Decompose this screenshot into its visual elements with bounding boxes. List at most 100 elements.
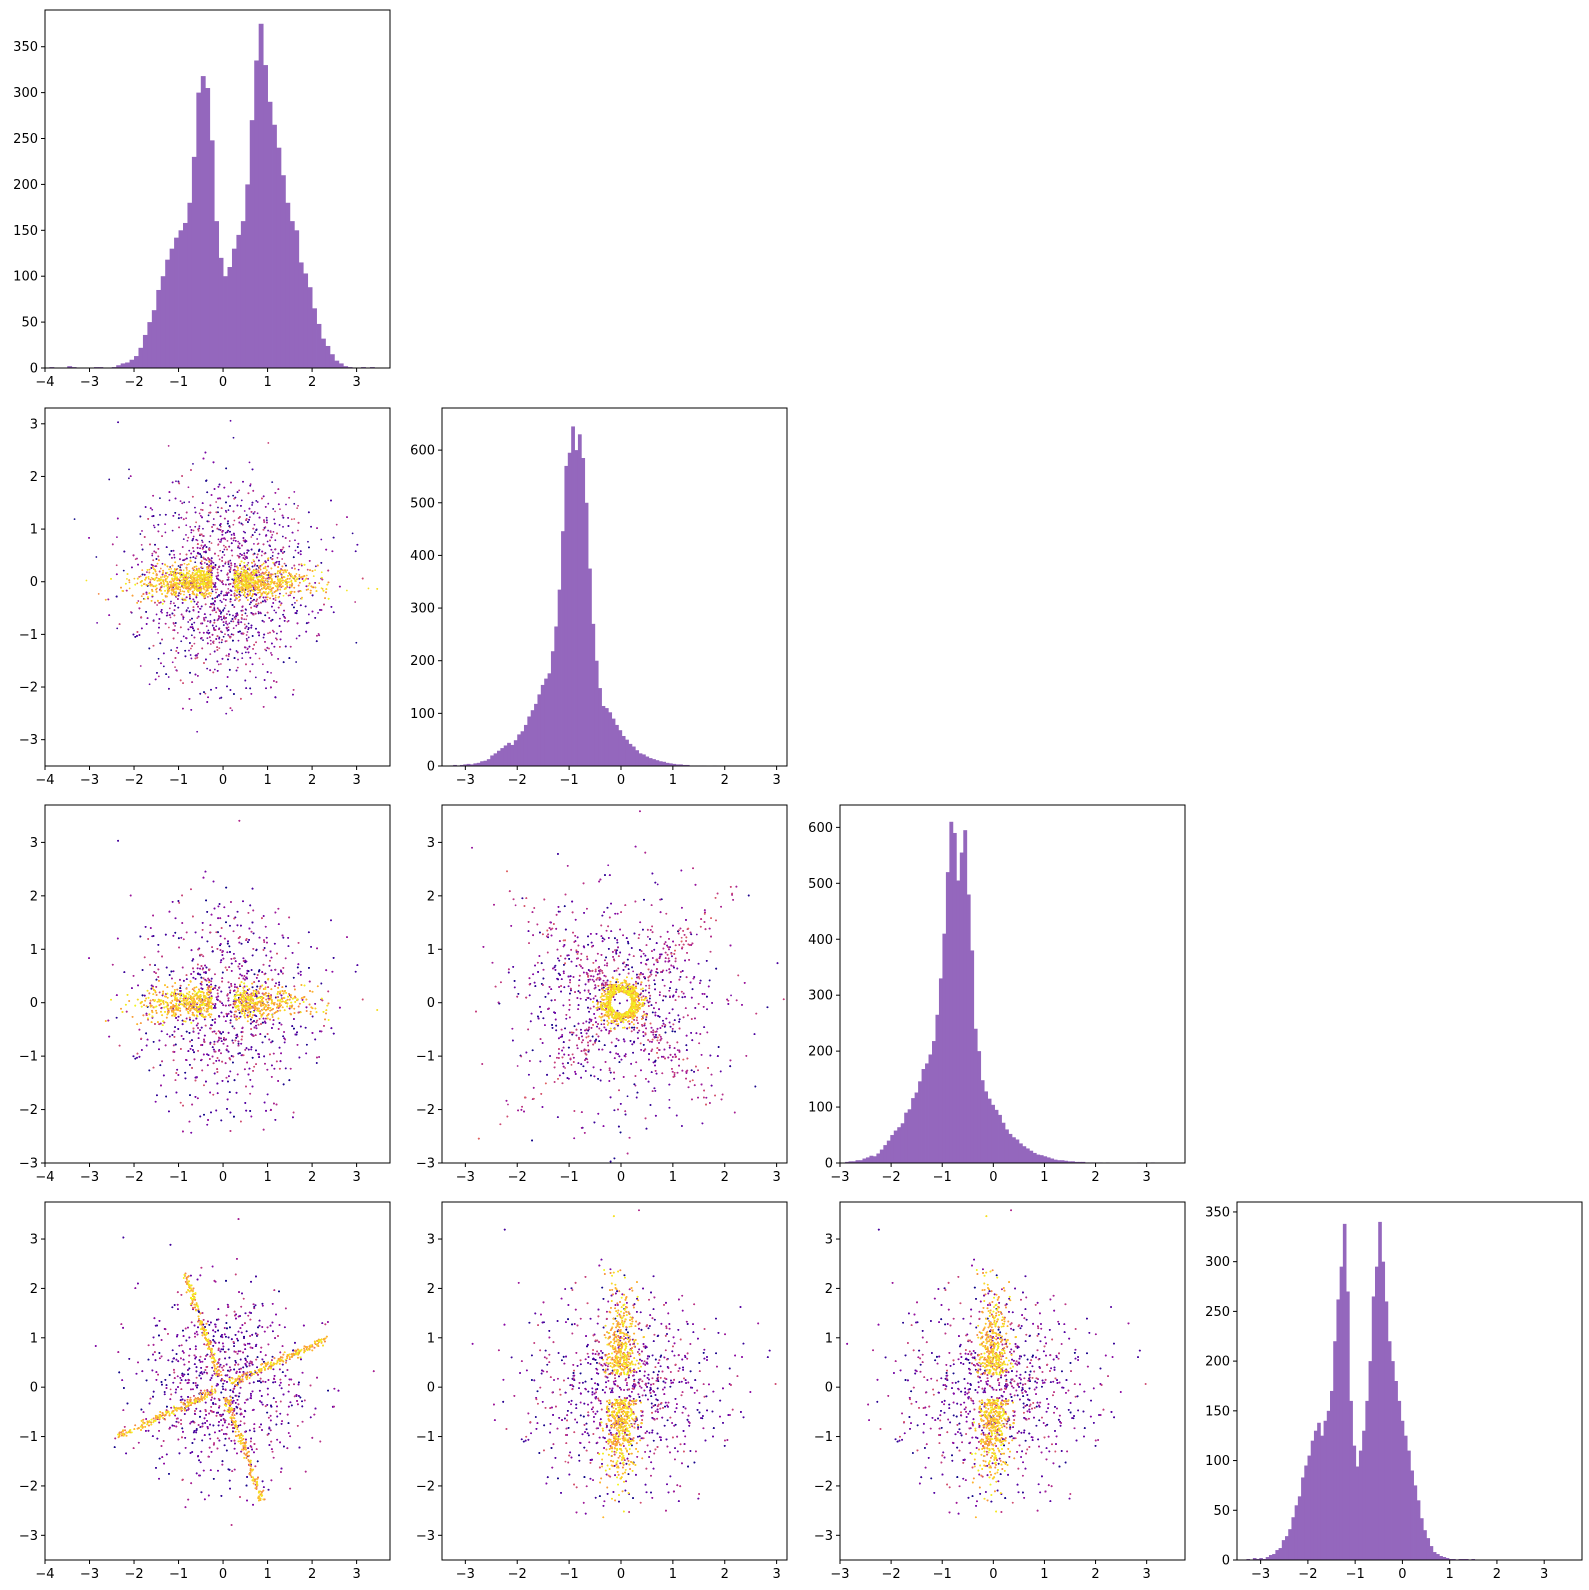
scatter-point: [277, 566, 280, 568]
scatter-point: [185, 511, 188, 514]
scatter-point: [203, 550, 206, 553]
scatter-point: [228, 545, 231, 548]
histogram-bar: [611, 718, 616, 766]
histogram-bar: [513, 740, 518, 766]
histogram-bar: [312, 308, 317, 368]
scatter-point: [205, 546, 208, 548]
scatter-point: [261, 600, 264, 603]
scatter-point: [159, 642, 162, 645]
histogram-bar: [879, 1149, 884, 1163]
scatter-point: [185, 534, 187, 536]
scatter-point: [220, 696, 223, 699]
scatter-point: [190, 708, 193, 711]
scatter-point: [321, 578, 324, 581]
scatter-point: [224, 531, 227, 534]
scatter-point: [210, 688, 212, 691]
scatter-point: [131, 594, 134, 597]
scatter-point: [232, 614, 234, 617]
scatter-point: [280, 630, 282, 633]
scatter-point: [253, 523, 256, 526]
scatter-point: [171, 529, 174, 532]
scatter-point: [270, 642, 273, 645]
scatter-point: [317, 612, 319, 614]
scatter-point: [206, 565, 209, 568]
scatter-point: [238, 590, 241, 593]
scatter-point: [281, 548, 284, 551]
scatter-point: [97, 593, 100, 595]
scatter-point: [265, 516, 268, 519]
scatter-point: [130, 611, 132, 613]
scatter-point: [227, 626, 230, 629]
histogram-bar: [294, 230, 300, 368]
histogram-bar: [178, 230, 184, 368]
scatter-point: [231, 618, 234, 620]
scatter-point: [193, 642, 196, 645]
scatter-point: [265, 596, 267, 599]
scatter-point: [237, 658, 239, 661]
scatter-point: [197, 611, 200, 613]
histogram-bar: [1022, 1146, 1027, 1163]
scatter-point: [222, 544, 225, 547]
scatter-point: [250, 510, 253, 513]
scatter-point: [299, 550, 302, 553]
scatter-point: [269, 556, 272, 559]
scatter-point: [252, 585, 254, 587]
scatter-point: [194, 561, 197, 564]
plot-area: [845, 821, 1155, 1163]
scatter-point: [294, 612, 297, 614]
scatter-point: [172, 549, 175, 552]
scatter-point: [279, 508, 281, 511]
scatter-point: [217, 574, 220, 577]
scatter-point: [215, 501, 218, 503]
scatter-point: [267, 559, 270, 562]
scatter-point: [208, 564, 211, 567]
scatter-point: [224, 604, 227, 607]
scatter-point: [136, 601, 139, 604]
scatter-point: [226, 594, 228, 596]
histogram-bar: [1252, 1558, 1257, 1560]
scatter-point: [229, 505, 231, 507]
scatter-point: [230, 620, 233, 623]
scatter-point: [228, 613, 231, 616]
scatter-point: [279, 638, 282, 641]
scatter-point: [158, 583, 161, 586]
scatter-point: [327, 581, 330, 584]
scatter-point: [251, 599, 254, 602]
scatter-point: [238, 600, 240, 602]
histogram-bar: [1375, 1266, 1379, 1560]
scatter-point: [202, 631, 205, 634]
scatter-point: [229, 570, 232, 573]
scatter-point: [269, 539, 271, 542]
histogram-bar: [1397, 1400, 1402, 1560]
histogram-bar: [1355, 1466, 1360, 1560]
histogram-bar: [914, 1092, 919, 1163]
scatter-point: [278, 592, 281, 595]
scatter-point: [257, 550, 260, 552]
histogram-bar: [574, 450, 579, 766]
scatter-point: [257, 569, 260, 572]
scatter-point: [181, 586, 184, 589]
scatter-point: [218, 637, 221, 640]
scatter-point: [154, 570, 157, 573]
scatter-point: [288, 577, 291, 580]
histogram-bar: [1394, 1381, 1398, 1560]
scatter-point: [250, 583, 252, 585]
scatter-point: [330, 499, 332, 502]
scatter-point: [172, 629, 175, 632]
scatter-point: [254, 652, 257, 655]
histogram-bar: [1046, 1157, 1051, 1163]
y-tick-label: 600: [808, 821, 833, 836]
scatter-point: [235, 669, 238, 672]
scatter-point: [186, 563, 189, 566]
scatter-point: [212, 602, 215, 605]
axes-frame: [839, 804, 1186, 1164]
scatter-point: [159, 514, 161, 516]
scatter-point: [203, 662, 205, 664]
scatter-point: [158, 601, 161, 604]
scatter-point: [244, 679, 247, 682]
scatter-point: [220, 630, 222, 633]
scatter-point: [157, 530, 160, 533]
scatter-point: [287, 516, 290, 519]
scatter-point: [222, 609, 224, 612]
scatter-point: [143, 536, 146, 538]
